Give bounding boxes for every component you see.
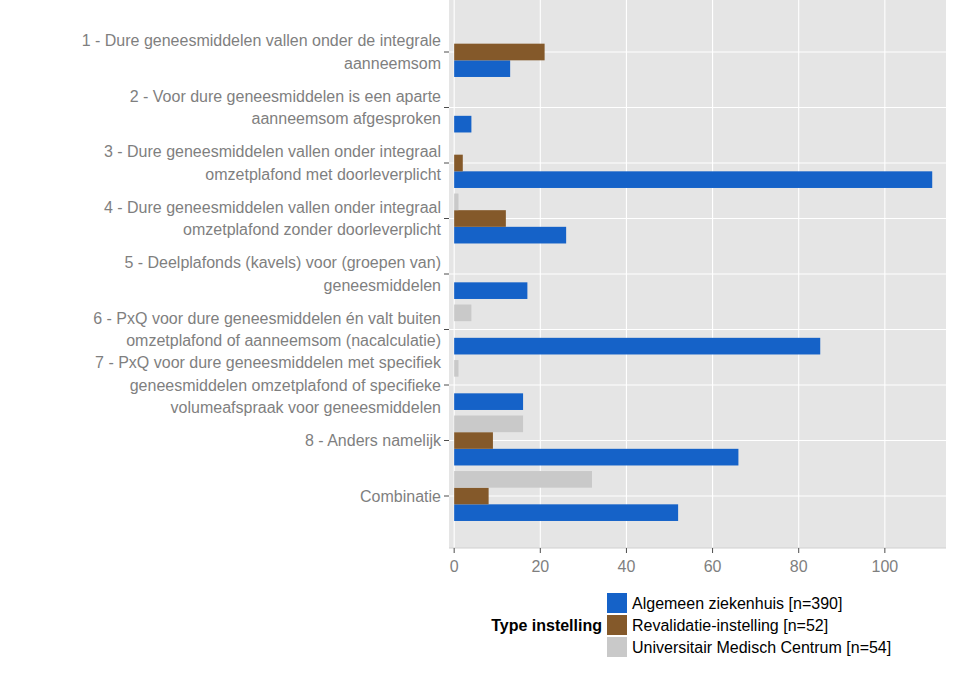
bar xyxy=(454,504,678,521)
y-tick xyxy=(444,163,449,164)
category-label-line: 7 - PxQ voor dure geneesmiddelen met spe… xyxy=(95,354,442,371)
x-axis-line xyxy=(449,548,946,549)
category-label-line: geneesmiddelen xyxy=(324,277,441,294)
x-tick-label: 0 xyxy=(450,558,459,575)
x-tick-label: 80 xyxy=(790,558,808,575)
x-tick xyxy=(626,548,627,553)
legend-key xyxy=(607,593,627,613)
bar xyxy=(454,416,523,433)
y-tick xyxy=(444,274,449,275)
category-label: 4 - Dure geneesmiddelen vallen onder int… xyxy=(104,199,442,239)
y-tick xyxy=(444,496,449,497)
bar xyxy=(454,305,471,322)
y-tick xyxy=(444,440,449,441)
y-tick xyxy=(444,52,449,53)
legend-title: Type instelling xyxy=(491,617,602,634)
bar xyxy=(454,488,488,505)
bar xyxy=(454,321,455,338)
x-tick xyxy=(712,548,713,553)
category-label-line: omzetplafond met doorleverplicht xyxy=(205,166,441,183)
y-tick xyxy=(444,385,449,386)
category-label-line: 5 - Deelplafonds (kavels) voor (groepen … xyxy=(124,254,441,271)
category-label: 3 - Dure geneesmiddelen vallen onder int… xyxy=(104,143,442,183)
category-label-line: omzetplafond zonder doorleverplicht xyxy=(183,221,441,238)
category-label: Combinatie xyxy=(360,488,441,505)
grid-line xyxy=(449,495,946,496)
legend-key xyxy=(607,637,627,657)
bar xyxy=(454,155,463,172)
grid-line xyxy=(449,440,946,441)
x-tick-label: 40 xyxy=(618,558,636,575)
x-tick-label: 60 xyxy=(704,558,722,575)
category-label-line: aanneemsom xyxy=(344,55,441,72)
bar xyxy=(454,116,471,133)
legend-label: Revalidatie-instelling [n=52] xyxy=(632,617,828,634)
y-tick xyxy=(444,329,449,330)
legend-label: Universitair Medisch Centrum [n=54] xyxy=(632,639,891,656)
category-label-line: aanneemsom afgesproken xyxy=(252,110,441,127)
category-label-line: volumeafspraak voor geneesmiddelen xyxy=(171,399,441,416)
legend-label: Algemeen ziekenhuis [n=390] xyxy=(632,595,842,612)
category-label: 8 - Anders namelijk xyxy=(305,432,442,449)
category-label-line: omzetplafond of aanneemsom (nacalculatie… xyxy=(126,332,441,349)
bar xyxy=(454,138,455,155)
bar xyxy=(454,449,738,466)
category-label: 2 - Voor dure geneesmiddelen is een apar… xyxy=(130,88,441,128)
x-tick xyxy=(798,548,799,553)
chart-container: 0 20 40 60 80 100 1 - Dure geneesmiddelen vall… xyxy=(0,0,964,682)
bar xyxy=(454,44,544,61)
bar xyxy=(454,99,455,116)
y-tick xyxy=(444,218,449,219)
category-label-line: 3 - Dure geneesmiddelen vallen onder int… xyxy=(104,143,441,160)
category-label-line: 8 - Anders namelijk xyxy=(305,432,442,449)
x-tick xyxy=(884,548,885,553)
bar xyxy=(454,171,932,188)
category-label-line: 4 - Dure geneesmiddelen vallen onder int… xyxy=(104,199,441,216)
bar xyxy=(454,194,458,211)
grid-line xyxy=(449,273,946,274)
bar xyxy=(454,393,523,410)
chart-svg: 0 20 40 60 80 100 1 - Dure geneesmiddelen vall… xyxy=(0,0,964,682)
grid-line xyxy=(449,384,946,385)
bar xyxy=(454,83,455,100)
category-label: 5 - Deelplafonds (kavels) voor (groepen … xyxy=(124,254,441,294)
category-label: 1 - Dure geneesmiddelen vallen onder de … xyxy=(82,32,441,72)
grid-line xyxy=(449,107,946,108)
y-tick xyxy=(444,107,449,108)
x-tick-label: 100 xyxy=(871,558,898,575)
plot-panel xyxy=(449,0,946,548)
category-label: 6 - PxQ voor dure geneesmiddelen én valt… xyxy=(93,310,441,350)
bar xyxy=(454,60,510,77)
bar xyxy=(454,227,566,244)
bar xyxy=(454,282,527,299)
x-tick-label: 20 xyxy=(531,558,549,575)
bar xyxy=(454,249,455,266)
bar xyxy=(454,377,455,394)
bar xyxy=(454,338,820,355)
grid-line xyxy=(449,162,946,163)
bar xyxy=(454,360,458,377)
category-label-line: geneesmiddelen omzetplafond of specifiek… xyxy=(130,377,441,394)
category-label-line: 1 - Dure geneesmiddelen vallen onder de … xyxy=(82,32,441,49)
bars xyxy=(454,44,932,521)
category-label-line: 6 - PxQ voor dure geneesmiddelen én valt… xyxy=(93,310,441,327)
category-label: 7 - PxQ voor dure geneesmiddelen met spe… xyxy=(95,354,442,416)
bar xyxy=(454,27,455,44)
grid-line xyxy=(449,329,946,330)
bar xyxy=(454,471,592,488)
x-tick xyxy=(540,548,541,553)
bar xyxy=(454,210,506,227)
category-label-line: 2 - Voor dure geneesmiddelen is een apar… xyxy=(130,88,441,105)
legend-key xyxy=(607,615,627,635)
grid-line xyxy=(449,218,946,219)
bar xyxy=(454,266,455,283)
x-tick xyxy=(454,548,455,553)
category-label-line: Combinatie xyxy=(360,488,441,505)
bar xyxy=(454,432,493,449)
